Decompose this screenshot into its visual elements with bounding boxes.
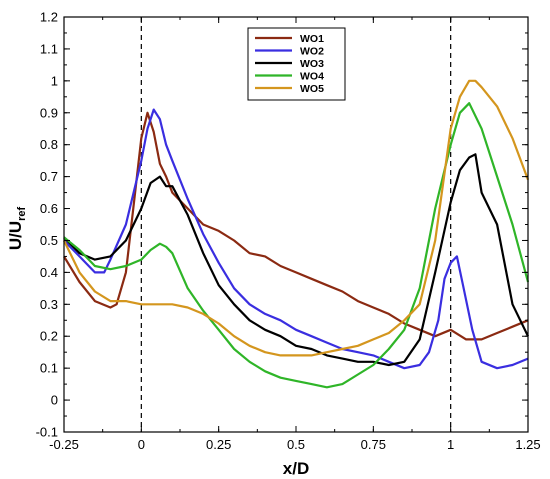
y-tick-label: 0.2 <box>40 329 58 344</box>
legend-label-wo2: WO2 <box>300 46 324 58</box>
x-tick-label: 1.25 <box>515 437 540 452</box>
x-tick-label: -0.25 <box>49 437 79 452</box>
x-tick-label: 1 <box>447 437 454 452</box>
y-tick-label: 1.1 <box>40 41 58 56</box>
y-tick-label: 0.8 <box>40 137 58 152</box>
series-line-wo2 <box>63 108 529 370</box>
legend-label-wo5: WO5 <box>300 83 324 95</box>
legend-label-wo4: WO4 <box>300 71 324 83</box>
x-tick-label: 0.75 <box>361 437 386 452</box>
x-tick-label: 0 <box>138 437 145 452</box>
y-tick-label: 0.7 <box>40 169 58 184</box>
series-layer <box>63 79 530 389</box>
y-axis-title: U/Uref <box>6 206 28 250</box>
series-line-wo1 <box>63 111 529 341</box>
y-tick-label: 0.6 <box>40 201 58 216</box>
y-axis-title-subscript: ref <box>16 206 28 220</box>
reference-lines <box>140 17 452 432</box>
series-line-wo4 <box>63 102 530 389</box>
y-tick-label: 0.1 <box>40 361 58 376</box>
y-tick-label: 0.3 <box>40 297 58 312</box>
x-tick-label: 0.25 <box>206 437 231 452</box>
y-tick-label: 0.4 <box>40 265 58 280</box>
series-line-wo3 <box>63 153 529 367</box>
y-tick-label: 0 <box>51 393 58 408</box>
y-tick-label: 1 <box>51 73 58 88</box>
tick-labels: -0.25 0 0.25 0.5 0.75 1 1.25 -0.1 0 0.1 0.2 0.3 0.4 0… <box>36 10 541 453</box>
legend-label-wo1: WO1 <box>300 33 324 45</box>
y-tick-label: -0.1 <box>36 425 58 440</box>
x-tick-label: 0.5 <box>287 437 305 452</box>
y-tick-label: 1.2 <box>40 10 58 25</box>
series-line-wo5 <box>63 79 530 357</box>
y-tick-label: 0.9 <box>40 105 58 120</box>
y-axis-title-main: U/U <box>6 221 25 250</box>
legend-label-wo3: WO3 <box>300 58 324 70</box>
y-tick-label: 0.5 <box>40 233 58 248</box>
axis-ticks <box>63 16 529 433</box>
x-axis-title: x/D <box>283 459 309 478</box>
